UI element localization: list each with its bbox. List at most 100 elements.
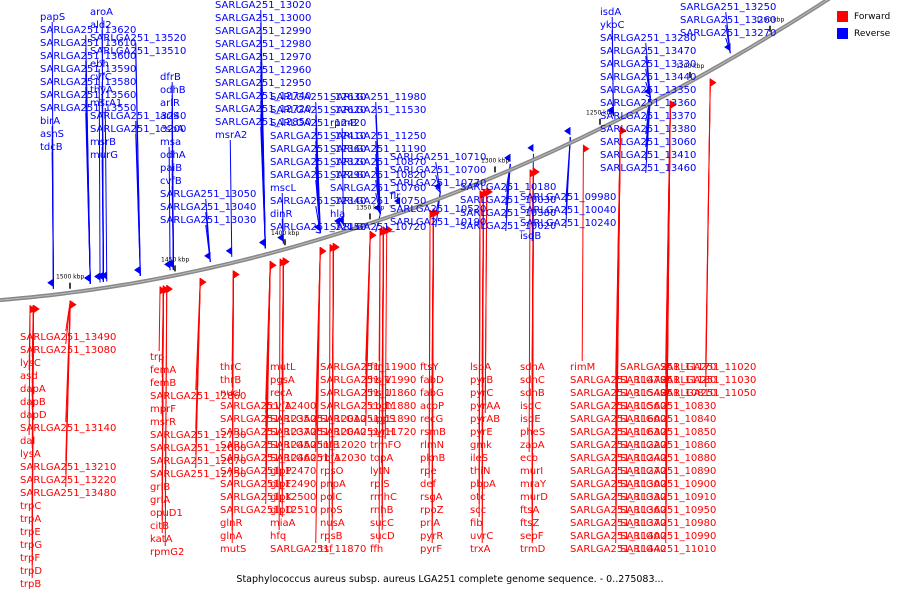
gene-label-sarlga251-13200[interactable]: SARLGA251_13200	[90, 124, 186, 135]
gene-label-sarlga251-11560[interactable]: SARLGA251_11560	[570, 401, 666, 412]
gene-arrow[interactable]	[337, 215, 344, 224]
gene-label-trmd[interactable]: trmD	[520, 544, 546, 555]
gene-label-dapa[interactable]: dapA	[20, 384, 46, 395]
gene-label-sarlga251-12350[interactable]: SARLGA251_12350	[220, 414, 316, 425]
gene-label-cody[interactable]: codY	[370, 401, 395, 412]
gene-label-sarlga251-10840[interactable]: SARLGA251_10840	[620, 414, 716, 425]
gene-label-pyre[interactable]: pyrE	[470, 427, 493, 438]
gene-label-sarlga251-11240[interactable]: SARLGA251_11240	[570, 453, 666, 464]
gene-label-sarlga251-10810[interactable]: SARLGA251_10810	[620, 388, 716, 399]
gene-arrow[interactable]	[160, 286, 167, 295]
gene-arrow[interactable]	[374, 203, 381, 212]
gene-arrow[interactable]	[620, 126, 627, 135]
gene-label-kata[interactable]: katA	[150, 534, 173, 545]
gene-label-muri[interactable]: murI	[520, 466, 543, 477]
gene-label-polc[interactable]: polC	[320, 492, 342, 503]
gene-label-sarlga251-12960[interactable]: SARLGA251_12960	[215, 65, 311, 76]
gene-label-sarlga251-11540[interactable]: SARLGA251_11540	[570, 388, 666, 399]
gene-label-dal[interactable]: dal	[20, 436, 35, 447]
gene-arrow[interactable]	[33, 304, 40, 313]
gene-label-sarlga251-12040[interactable]: SARLGA251_12040	[270, 427, 366, 438]
gene-label-sarlga251-12030[interactable]: SARLGA251_12030	[270, 453, 366, 464]
gene-arrow[interactable]	[334, 217, 341, 226]
gene-arrow[interactable]	[225, 246, 232, 255]
gene-label-sarlga251-12150[interactable]: SARLGA251_12150	[270, 222, 366, 233]
gene-label-sarlga251-13350[interactable]: SARLGA251_13350	[600, 85, 696, 96]
gene-label-pbpa[interactable]: pbpA	[470, 479, 496, 490]
gene-label-sarlga251-09980[interactable]: SARLGA251_09980	[520, 192, 616, 203]
gene-label-opud1[interactable]: opuD1	[150, 508, 183, 519]
gene-label-pyrb[interactable]: pyrB	[470, 375, 493, 386]
gene-label-sarlga251-13560[interactable]: SARLGA251_13560	[40, 90, 136, 101]
gene-label-mutl[interactable]: mutL	[270, 362, 296, 373]
gene-label-sarlga251-10830[interactable]: SARLGA251_10830	[620, 401, 716, 412]
gene-label-lspa[interactable]: lspA	[470, 362, 491, 373]
gene-label-flr[interactable]: flr	[390, 191, 401, 202]
gene-arrow[interactable]	[564, 126, 571, 135]
gene-label-sarlga251-13240[interactable]: SARLGA251_13240	[90, 111, 186, 122]
gene-label-sarlga251-10030[interactable]: SARLGA251_10030	[460, 195, 556, 206]
gene-label-pyrab[interactable]: pyrAB	[470, 414, 500, 425]
gene-label-miaa[interactable]: miaA	[270, 518, 296, 529]
gene-label-thya[interactable]: thyA	[90, 85, 113, 96]
gene-label-tdcb[interactable]: tdcB	[40, 142, 63, 153]
gene-label-sarlga251-12340[interactable]: SARLGA251_12340	[270, 196, 366, 207]
gene-label-sarlga251-13610[interactable]: SARLGA251_13610	[40, 38, 136, 49]
gene-arrow[interactable]	[480, 190, 487, 199]
gene-label-glpf[interactable]: glpF	[270, 479, 291, 490]
gene-label-gmk[interactable]: gmk	[470, 440, 492, 451]
gene-label-thin[interactable]: thiN	[470, 466, 491, 477]
gene-arrow[interactable]	[233, 270, 240, 279]
gene-arrow[interactable]	[270, 261, 277, 270]
gene-label-sarlga251-13520[interactable]: SARLGA251_13520	[90, 33, 186, 44]
gene-label-ecb[interactable]: ecb	[520, 453, 538, 464]
gene-label-bira[interactable]: birA	[40, 116, 60, 127]
gene-label-arlr[interactable]: arlR	[160, 98, 180, 109]
gene-label-rpmb[interactable]: rpmB	[330, 118, 357, 129]
gene-arrow[interactable]	[200, 278, 207, 287]
gene-label-pyraa[interactable]: pyrAA	[470, 401, 500, 412]
gene-label-sarlga251-10870[interactable]: SARLGA251_10870	[330, 157, 426, 168]
gene-label-sepf[interactable]: sepF	[520, 531, 544, 542]
gene-label-dinr[interactable]: dinR	[270, 209, 292, 220]
gene-label-grlb[interactable]: grlB	[150, 482, 170, 493]
gene-label-sarlga251-12400[interactable]: SARLGA251_12400	[220, 401, 316, 412]
gene-label-ffh[interactable]: ffh	[370, 544, 383, 555]
gene-label-sarlga251-11300[interactable]: SARLGA251_11300	[570, 479, 666, 490]
gene-label-nusa[interactable]: nusA	[320, 518, 345, 529]
gene-arrow[interactable]	[383, 226, 390, 235]
gene-label-nuci[interactable]: nucI	[220, 388, 241, 399]
gene-label-ebh[interactable]: ebh	[90, 59, 109, 70]
gene-label-sucd[interactable]: sucD	[370, 531, 395, 542]
gene-label-fabd[interactable]: fabD	[420, 375, 444, 386]
gene-label-hfq[interactable]: hfq	[270, 531, 286, 542]
gene-label-sarlga251-11600[interactable]: SARLGA251_11600	[570, 414, 666, 425]
gene-label-trpd[interactable]: trpD	[20, 566, 42, 577]
gene-label-iles[interactable]: ileS	[470, 453, 488, 464]
gene-label-sarlga251-13510[interactable]: SARLGA251_13510	[90, 46, 186, 57]
gene-label-sarlga251-12470[interactable]: SARLGA251_12470	[220, 466, 316, 477]
gene-label-ald2[interactable]: ald2	[90, 20, 112, 31]
gene-label-sarlga251-13360[interactable]: SARLGA251_13360	[600, 98, 696, 109]
gene-label-trpe[interactable]: trpE	[20, 527, 41, 538]
gene-label-sarlga251-12420[interactable]: SARLGA251_12420	[270, 118, 366, 129]
gene-label-glpd[interactable]: glpD	[270, 505, 293, 516]
gene-label-sarlga251-10380[interactable]: SARLGA251_10380	[460, 208, 556, 219]
gene-arrow[interactable]	[530, 169, 537, 178]
gene-label-sarlga251-11220[interactable]: SARLGA251_11220	[570, 440, 666, 451]
gene-label-trxa[interactable]: trxA	[470, 544, 491, 555]
gene-arrow[interactable]	[533, 167, 540, 176]
gene-label-cspa[interactable]: cspA	[160, 124, 184, 135]
gene-label-sarlga251-11370[interactable]: SARLGA251_11370	[570, 518, 666, 529]
gene-label-sarlga251-12500[interactable]: SARLGA251_12500	[220, 492, 316, 503]
gene-label-recg[interactable]: recG	[420, 414, 443, 425]
gene-arrow[interactable]	[277, 233, 284, 242]
gene-label-sarlga251-13480[interactable]: SARLGA251_13480	[20, 488, 116, 499]
gene-label-phes[interactable]: pheS	[520, 427, 545, 438]
gene-label-paps[interactable]: papS	[40, 12, 65, 23]
gene-label-sarlga251-10880[interactable]: SARLGA251_10880	[620, 453, 716, 464]
gene-label-trpf[interactable]: trpF	[20, 553, 40, 564]
gene-label-sarlga251-13250[interactable]: SARLGA251_13250	[680, 2, 776, 13]
gene-label-sarlga251-11470[interactable]: SARLGA251_11470	[570, 375, 666, 386]
gene-label-sarlga251-13460[interactable]: SARLGA251_13460	[600, 163, 696, 174]
